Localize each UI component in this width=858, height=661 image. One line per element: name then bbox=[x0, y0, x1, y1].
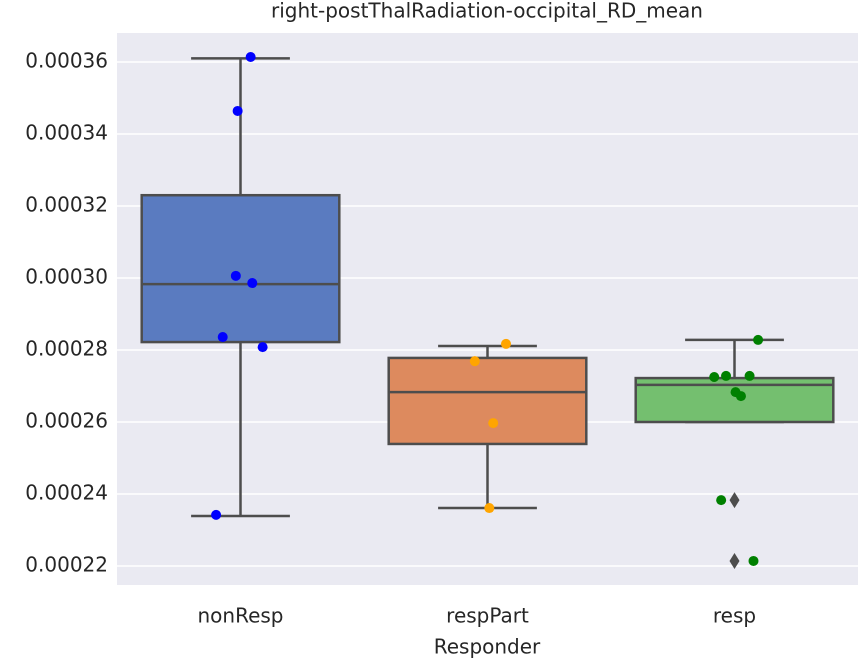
strip-point bbox=[230, 270, 241, 281]
box bbox=[387, 356, 588, 446]
outlier bbox=[729, 552, 740, 569]
y-tick-label: 0.00032 bbox=[25, 193, 108, 217]
strip-point bbox=[753, 334, 764, 345]
chart-title: right-postThalRadiation-occipital_RD_mea… bbox=[271, 0, 703, 23]
strip-point bbox=[721, 370, 732, 381]
strip-point bbox=[716, 495, 727, 506]
y-tick-label: 0.00036 bbox=[25, 49, 108, 73]
x-tick-label: resp bbox=[713, 604, 756, 628]
y-tick-label: 0.00022 bbox=[25, 552, 108, 576]
y-tick-label: 0.00024 bbox=[25, 480, 108, 504]
x-tick-label: respPart bbox=[446, 604, 529, 628]
strip-point bbox=[488, 418, 499, 429]
strip-point bbox=[501, 338, 512, 349]
strip-point bbox=[748, 555, 759, 566]
strip-point bbox=[232, 105, 243, 116]
strip-point bbox=[735, 391, 746, 402]
x-tick-label: nonResp bbox=[197, 604, 283, 628]
y-tick-label: 0.00030 bbox=[25, 265, 108, 289]
strip-point bbox=[484, 503, 495, 514]
strip-point bbox=[245, 51, 256, 62]
y-tick-label: 0.00028 bbox=[25, 337, 108, 361]
strip-point bbox=[211, 509, 222, 520]
y-tick-label: 0.00034 bbox=[25, 121, 108, 145]
strip-point bbox=[257, 342, 268, 353]
x-axis-label: Responder bbox=[434, 635, 541, 659]
outlier bbox=[729, 492, 740, 509]
strip-point bbox=[247, 278, 258, 289]
y-tick-label: 0.00026 bbox=[25, 408, 108, 432]
strip-point bbox=[709, 372, 720, 383]
strip-point bbox=[744, 370, 755, 381]
strip-point bbox=[469, 356, 480, 367]
box bbox=[140, 193, 341, 344]
strip-point bbox=[217, 332, 228, 343]
